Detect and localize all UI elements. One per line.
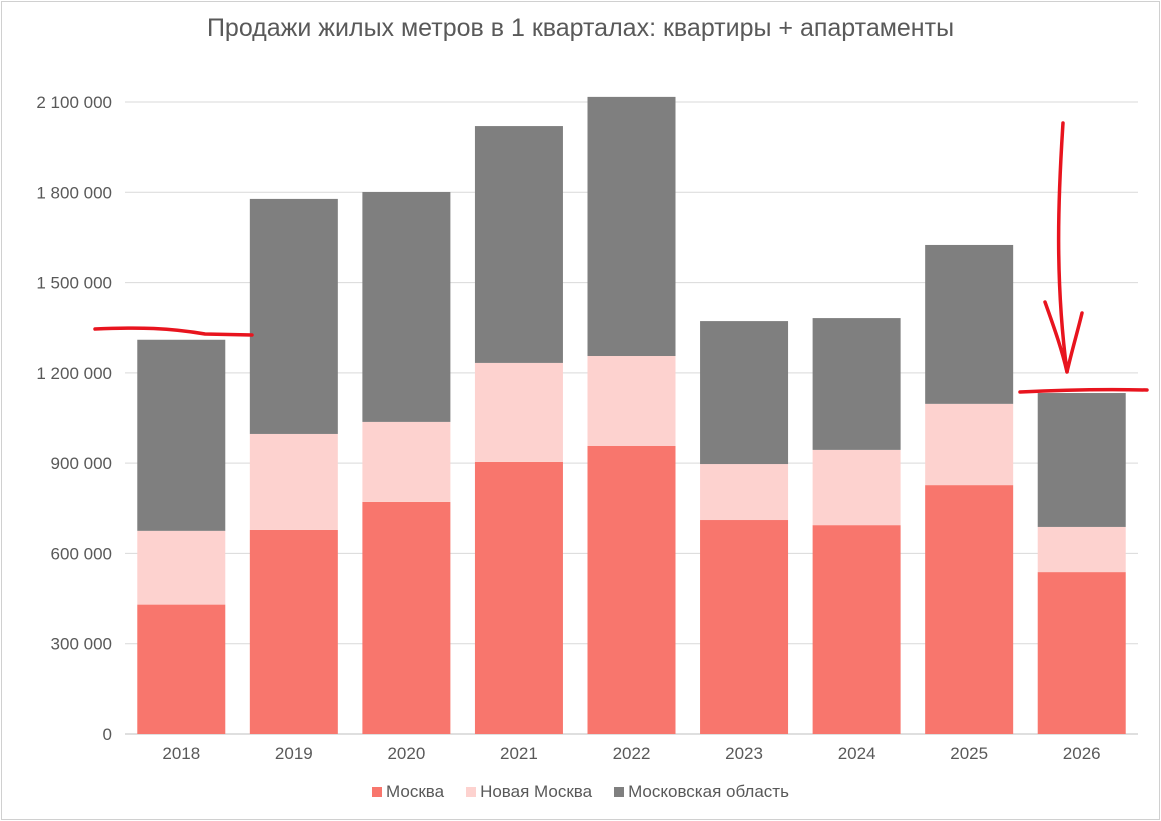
bar-segment bbox=[249, 433, 338, 530]
chart-title: Продажи жилых метров в 1 кварталах: квар… bbox=[206, 14, 955, 42]
y-tick-label: 900 000 bbox=[51, 454, 112, 473]
bar-segment bbox=[812, 318, 901, 450]
y-tick-label: 300 000 bbox=[51, 635, 112, 654]
bar-segment bbox=[1037, 526, 1126, 573]
x-tick-label: 2019 bbox=[275, 744, 313, 763]
y-tick-label: 2 100 000 bbox=[36, 93, 112, 112]
x-tick-label: 2023 bbox=[725, 744, 763, 763]
bar-segment bbox=[474, 362, 563, 462]
annotation-line-2018 bbox=[93, 326, 254, 337]
bar-segment bbox=[700, 464, 789, 521]
bar-segment bbox=[587, 96, 676, 357]
x-tick-label: 2026 bbox=[1063, 744, 1101, 763]
legend-label: Москва bbox=[386, 782, 445, 801]
bar-segment bbox=[137, 530, 226, 605]
y-tick-label: 1 500 000 bbox=[36, 274, 112, 293]
x-tick-label: 2022 bbox=[613, 744, 651, 763]
legend-item: Московская область bbox=[614, 782, 789, 802]
annotation-arrow-head bbox=[1043, 300, 1084, 373]
bar-segment bbox=[249, 198, 338, 434]
bar-segment bbox=[474, 126, 563, 363]
bar-segment bbox=[925, 244, 1014, 404]
y-tick-label: 1 800 000 bbox=[36, 183, 112, 202]
x-tick-label: 2024 bbox=[838, 744, 876, 763]
bar-segment bbox=[700, 520, 789, 734]
legend-item: Новая Москва bbox=[466, 782, 592, 802]
legend-label: Новая Москва bbox=[480, 782, 593, 801]
bar-segment bbox=[812, 525, 901, 734]
bar-segment bbox=[362, 191, 451, 422]
bar-segment bbox=[587, 445, 676, 734]
legend-swatch bbox=[372, 787, 383, 797]
annotation-arrow-shaft bbox=[1056, 121, 1069, 374]
bar-segment bbox=[362, 501, 451, 734]
bar-segment bbox=[249, 529, 338, 734]
y-tick-label: 1 200 000 bbox=[36, 364, 112, 383]
x-tick-label: 2025 bbox=[950, 744, 988, 763]
legend-item: Москва bbox=[372, 782, 444, 802]
bar-segment bbox=[1037, 393, 1126, 527]
bar-segment bbox=[474, 461, 563, 734]
bar-segment bbox=[925, 485, 1014, 734]
legend: Москва Новая Москва Московская область bbox=[0, 782, 1161, 802]
bar-segment bbox=[362, 421, 451, 502]
y-tick-label: 0 bbox=[103, 725, 112, 744]
y-tick-label: 600 000 bbox=[51, 544, 112, 563]
x-tick-label: 2020 bbox=[387, 744, 425, 763]
bar-segment bbox=[587, 356, 676, 446]
annotation-line-2026 bbox=[1018, 387, 1149, 394]
x-tick-label: 2021 bbox=[500, 744, 538, 763]
legend-swatch bbox=[466, 787, 477, 797]
legend-swatch bbox=[614, 787, 625, 797]
bar-segment bbox=[812, 449, 901, 526]
bar-segment bbox=[137, 604, 226, 734]
legend-label: Московская область bbox=[628, 782, 789, 801]
bar-segment bbox=[1037, 572, 1126, 734]
bar-segment bbox=[137, 339, 226, 531]
bar-segment bbox=[700, 321, 789, 465]
x-tick-label: 2018 bbox=[162, 744, 200, 763]
bar-segment bbox=[925, 403, 1014, 486]
